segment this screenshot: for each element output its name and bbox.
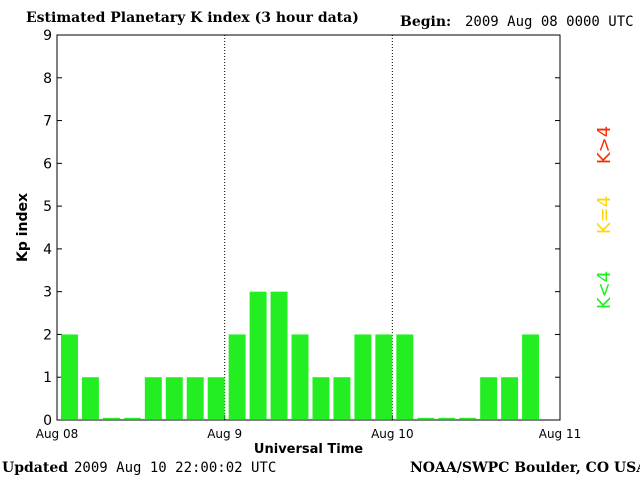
kp-bar [61, 334, 78, 419]
kp-bar [354, 334, 372, 419]
updated-label: Updated [2, 460, 69, 476]
kp-bar [375, 334, 393, 419]
begin-value: 2009 Aug 08 0000 UTC [465, 14, 634, 30]
kp-bar [438, 417, 456, 419]
y-axis-label: Kp index [15, 193, 31, 262]
kp-bar [522, 334, 540, 419]
kp-bar [207, 377, 225, 419]
credit-label: NOAA/SWPC Boulder, CO USA [410, 460, 640, 476]
y-tick-label: 2 [43, 327, 52, 343]
kp-bar [417, 417, 435, 419]
x-tick-label: Aug 9 [207, 427, 242, 441]
y-tick-label: 5 [43, 199, 52, 215]
kp-bar [186, 377, 204, 419]
kp-bar [249, 291, 267, 419]
y-tick-label: 7 [43, 114, 52, 130]
kp-bar [144, 377, 162, 419]
x-axis-label: Universal Time [254, 442, 363, 457]
chart-title: Estimated Planetary K index (3 hour data… [26, 10, 359, 26]
kp-bar [165, 377, 183, 419]
begin-label: Begin: [400, 14, 452, 30]
updated-value: 2009 Aug 10 22:00:02 UTC [74, 460, 277, 476]
legend-entry: K=4 [594, 196, 615, 234]
kp-bar [81, 377, 99, 419]
kp-bar [459, 417, 477, 419]
kp-bar [396, 334, 414, 419]
kp-bar [333, 377, 351, 419]
kp-bar [123, 417, 141, 419]
plot-frame [56, 34, 561, 421]
y-tick-label: 9 [43, 28, 52, 44]
kp-bar [102, 417, 120, 419]
legend-entry: K<4 [594, 271, 615, 309]
y-tick-label: 4 [43, 242, 52, 258]
y-tick-label: 8 [43, 71, 52, 87]
x-tick-label: Aug 08 [36, 427, 79, 441]
y-tick-label: 1 [43, 370, 52, 386]
x-tick-label: Aug 11 [539, 427, 582, 441]
kp-bar [312, 377, 330, 419]
kp-bar [501, 377, 519, 419]
y-tick-label: 0 [43, 413, 52, 429]
kp-bar [291, 334, 309, 419]
y-tick-label: 6 [43, 156, 52, 172]
x-tick-label: Aug 10 [371, 427, 414, 441]
legend-entry: K>4 [594, 126, 615, 164]
y-tick-label: 3 [43, 285, 52, 301]
kp-bar [270, 291, 288, 419]
kp-bar [228, 334, 246, 419]
kp-bar [480, 377, 498, 419]
